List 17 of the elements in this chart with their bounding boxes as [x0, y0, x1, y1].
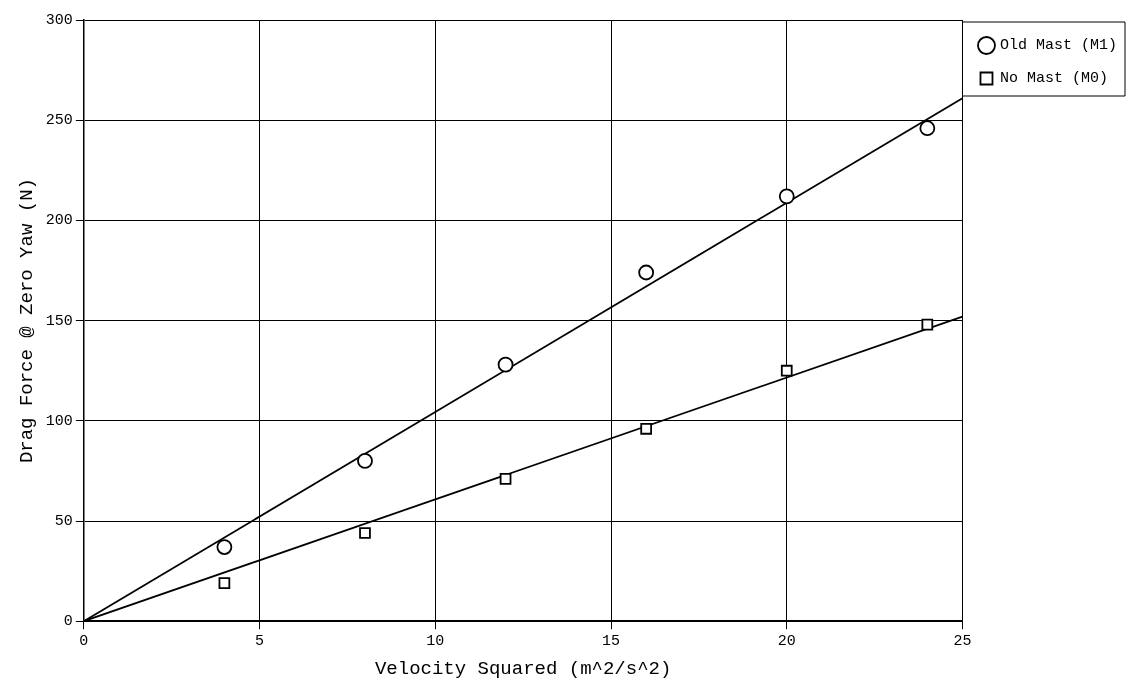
y-tick-label: 250 — [45, 112, 73, 130]
x-tick-label: 0 — [79, 633, 89, 651]
x-tick-label: 5 — [255, 633, 265, 651]
x-tick-label: 20 — [777, 633, 796, 651]
y-tick-label: 150 — [45, 312, 73, 330]
y-tick-label: 50 — [54, 512, 73, 530]
y-tick-label: 300 — [45, 11, 73, 29]
y-tick-label: 0 — [63, 613, 73, 631]
legend-label: Old Mast (M1) — [999, 37, 1118, 55]
x-tick-label: 10 — [426, 633, 445, 651]
y-axis-title: Drag Force @ Zero Yaw (N) — [16, 178, 39, 464]
x-tick-label: 15 — [602, 633, 621, 651]
y-tick-label: 100 — [45, 412, 73, 430]
legend-label: No Mast (M0) — [999, 70, 1109, 88]
x-tick-label: 25 — [953, 633, 972, 651]
y-tick-label: 200 — [45, 212, 73, 230]
x-axis-title: Velocity Squared (m^2/s^2) — [374, 657, 672, 680]
